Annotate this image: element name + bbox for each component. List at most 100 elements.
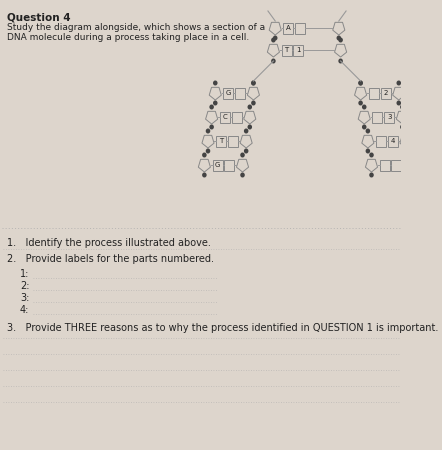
FancyBboxPatch shape [380, 159, 390, 171]
Circle shape [240, 172, 245, 177]
FancyBboxPatch shape [228, 135, 238, 147]
FancyBboxPatch shape [232, 112, 242, 122]
Polygon shape [269, 22, 281, 35]
Text: 4: 4 [391, 138, 395, 144]
Polygon shape [240, 135, 252, 148]
Polygon shape [358, 111, 370, 124]
Circle shape [271, 37, 276, 42]
Text: 4:: 4: [20, 305, 29, 315]
Circle shape [404, 129, 408, 134]
Polygon shape [333, 22, 345, 35]
Circle shape [213, 100, 217, 105]
Text: 3: 3 [387, 114, 392, 120]
FancyBboxPatch shape [220, 112, 230, 122]
Text: 2: 2 [383, 90, 388, 96]
Circle shape [408, 172, 412, 177]
Circle shape [271, 58, 276, 63]
Circle shape [408, 153, 412, 158]
FancyBboxPatch shape [216, 135, 226, 147]
FancyBboxPatch shape [293, 45, 303, 55]
Text: G: G [226, 90, 231, 96]
FancyBboxPatch shape [282, 45, 292, 55]
Circle shape [251, 81, 255, 86]
Circle shape [366, 148, 370, 153]
Circle shape [251, 100, 255, 105]
Circle shape [358, 100, 363, 105]
Text: C: C [222, 114, 227, 120]
Text: Study the diagram alongside, which shows a section of a: Study the diagram alongside, which shows… [7, 23, 265, 32]
Circle shape [366, 129, 370, 134]
Circle shape [248, 104, 252, 109]
Polygon shape [202, 135, 214, 148]
FancyBboxPatch shape [283, 22, 293, 33]
Text: 1:: 1: [20, 269, 29, 279]
Polygon shape [209, 87, 221, 100]
Circle shape [336, 36, 341, 40]
Circle shape [202, 153, 207, 158]
Circle shape [404, 148, 408, 153]
Text: 2:: 2: [20, 281, 30, 291]
Polygon shape [244, 111, 256, 124]
Polygon shape [335, 45, 347, 57]
Circle shape [362, 125, 366, 130]
Circle shape [210, 104, 214, 109]
Text: 2.   Provide labels for the parts numbered.: 2. Provide labels for the parts numbered… [7, 254, 214, 264]
Circle shape [396, 100, 401, 105]
Circle shape [400, 104, 405, 109]
Polygon shape [248, 87, 259, 100]
Polygon shape [392, 87, 405, 100]
Circle shape [400, 125, 405, 130]
Polygon shape [206, 111, 217, 124]
Circle shape [273, 36, 278, 40]
Circle shape [244, 129, 248, 134]
Text: G: G [215, 162, 220, 168]
Text: A: A [286, 25, 291, 31]
Polygon shape [267, 45, 279, 57]
Circle shape [358, 81, 363, 86]
Text: T: T [285, 47, 289, 53]
FancyBboxPatch shape [225, 159, 234, 171]
Circle shape [251, 81, 255, 86]
Circle shape [338, 58, 343, 63]
Circle shape [248, 125, 252, 130]
Text: Question 4: Question 4 [7, 12, 71, 22]
Circle shape [213, 81, 217, 86]
Circle shape [244, 148, 248, 153]
FancyBboxPatch shape [213, 159, 222, 171]
Text: T: T [219, 138, 223, 144]
Polygon shape [396, 111, 408, 124]
Circle shape [396, 81, 401, 86]
Polygon shape [366, 159, 377, 172]
FancyBboxPatch shape [295, 22, 305, 33]
FancyBboxPatch shape [235, 87, 245, 99]
Text: 3:: 3: [20, 293, 29, 303]
Text: DNA molecule during a process taking place in a cell.: DNA molecule during a process taking pla… [7, 33, 250, 42]
FancyBboxPatch shape [369, 87, 379, 99]
Circle shape [240, 153, 245, 158]
Circle shape [362, 104, 366, 109]
FancyBboxPatch shape [392, 159, 401, 171]
Circle shape [202, 172, 207, 177]
FancyBboxPatch shape [384, 112, 394, 122]
Polygon shape [354, 87, 367, 100]
FancyBboxPatch shape [373, 112, 382, 122]
Circle shape [206, 148, 210, 153]
FancyBboxPatch shape [388, 135, 398, 147]
Polygon shape [236, 159, 248, 172]
Polygon shape [362, 135, 374, 148]
Circle shape [206, 129, 210, 134]
FancyBboxPatch shape [381, 87, 391, 99]
Text: 3.   Provide THREE reasons as to why the process identified in QUESTION 1 is imp: 3. Provide THREE reasons as to why the p… [7, 323, 438, 333]
Circle shape [358, 81, 363, 86]
Text: 1.   Identify the process illustrated above.: 1. Identify the process illustrated abov… [7, 238, 211, 248]
Circle shape [369, 153, 374, 158]
Polygon shape [400, 135, 412, 148]
Circle shape [338, 37, 343, 42]
FancyBboxPatch shape [376, 135, 386, 147]
FancyBboxPatch shape [224, 87, 233, 99]
Circle shape [210, 125, 214, 130]
Polygon shape [198, 159, 210, 172]
Circle shape [369, 172, 374, 177]
Polygon shape [404, 159, 415, 172]
Text: 1: 1 [296, 47, 301, 53]
